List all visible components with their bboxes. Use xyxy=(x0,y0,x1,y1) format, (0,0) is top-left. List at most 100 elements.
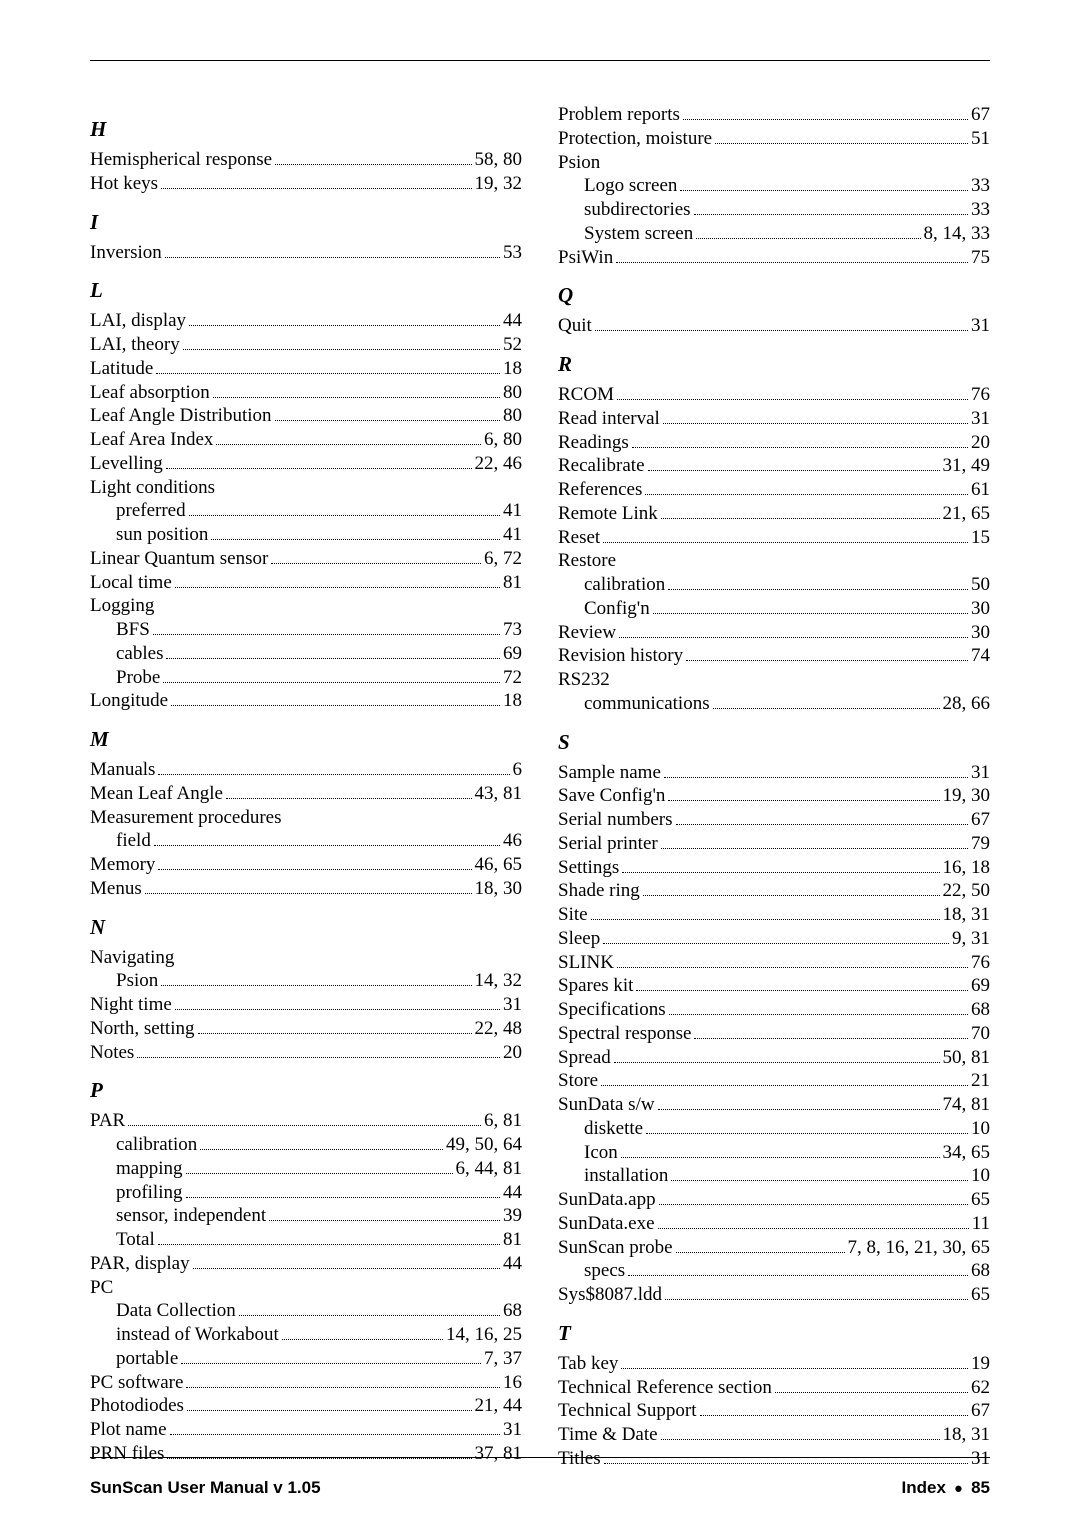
leader-dots xyxy=(663,413,968,424)
leader-dots xyxy=(694,205,968,216)
footer-right: Index • 85 xyxy=(902,1478,991,1498)
index-subentry: specs68 xyxy=(558,1259,990,1283)
leader-dots xyxy=(166,458,472,469)
leader-dots xyxy=(603,532,968,543)
leader-dots xyxy=(636,981,968,992)
index-entry: PAR6, 81 xyxy=(90,1109,522,1133)
index-entry: Spares kit69 xyxy=(558,974,990,998)
leader-dots xyxy=(161,976,471,987)
index-entry: Leaf Area Index6, 80 xyxy=(90,428,522,452)
index-entry-pages: 44 xyxy=(503,1181,522,1205)
index-section-head: N xyxy=(90,915,522,940)
index-entry-pages: 44 xyxy=(503,1252,522,1276)
index-entry-pages: 70 xyxy=(971,1022,990,1046)
rule-top xyxy=(90,60,990,61)
leader-dots xyxy=(170,1425,500,1436)
leader-dots xyxy=(614,1052,940,1063)
index-subentry: communications28, 66 xyxy=(558,692,990,716)
index-entry-pages: 20 xyxy=(503,1041,522,1065)
leader-dots xyxy=(181,1353,481,1364)
index-entry: Light conditions xyxy=(90,476,522,500)
index-entry-pages: 67 xyxy=(971,808,990,832)
leader-dots xyxy=(163,672,500,683)
leader-dots xyxy=(166,648,500,659)
index-entry-label: Tab key xyxy=(558,1352,618,1376)
index-entry-pages: 81 xyxy=(503,1228,522,1252)
index-entry-label: Protection, moisture xyxy=(558,127,712,151)
index-entry-label: Config'n xyxy=(584,597,650,621)
index-entry: SunData.app65 xyxy=(558,1188,990,1212)
leader-dots xyxy=(128,1116,481,1127)
leader-dots xyxy=(621,1147,940,1158)
index-entry: Linear Quantum sensor6, 72 xyxy=(90,547,522,571)
index-entry-pages: 11 xyxy=(972,1212,990,1236)
index-entry-pages: 19, 30 xyxy=(943,784,991,808)
index-entry-label: Probe xyxy=(116,666,160,690)
index-entry-pages: 28, 66 xyxy=(943,692,991,716)
index-subentry: profiling 44 xyxy=(90,1181,522,1205)
index-entry-pages: 30 xyxy=(971,597,990,621)
index-entry: Levelling22, 46 xyxy=(90,452,522,476)
index-entry: Spectral response70 xyxy=(558,1022,990,1046)
index-entry-label: specs xyxy=(584,1259,625,1283)
leader-dots xyxy=(676,1242,845,1253)
index-subentry: Total81 xyxy=(90,1228,522,1252)
index-entry-pages: 46 xyxy=(503,829,522,853)
index-subentry: Config'n 30 xyxy=(558,597,990,621)
index-subentry: Logo screen33 xyxy=(558,174,990,198)
index-subentry: BFS73 xyxy=(90,618,522,642)
leader-dots xyxy=(156,363,500,374)
index-subentry: preferred41 xyxy=(90,499,522,523)
index-section-head: Q xyxy=(558,283,990,308)
leader-dots xyxy=(145,883,472,894)
leader-dots xyxy=(676,815,968,826)
leader-dots xyxy=(271,553,481,564)
index-entry-pages: 31 xyxy=(503,993,522,1017)
index-entry-pages: 22, 50 xyxy=(943,879,991,903)
index-entry-label: installation xyxy=(584,1164,668,1188)
leader-dots xyxy=(645,485,968,496)
index-section-head: R xyxy=(558,352,990,377)
index-entry-label: Sample name xyxy=(558,761,661,785)
index-entry-label: Titles xyxy=(558,1447,601,1471)
index-entry: Protection, moisture51 xyxy=(558,127,990,151)
index-entry-label: profiling xyxy=(116,1181,183,1205)
index-entry-label: Serial printer xyxy=(558,832,658,856)
index-entry-pages: 10 xyxy=(971,1117,990,1141)
leader-dots xyxy=(211,530,500,541)
index-subentry: portable7, 37 xyxy=(90,1347,522,1371)
index-entry: Photodiodes21, 44 xyxy=(90,1394,522,1418)
index-entry: Menus18, 30 xyxy=(90,877,522,901)
index-entry: Specifications68 xyxy=(558,998,990,1022)
index-entry-pages: 69 xyxy=(503,642,522,666)
leader-dots xyxy=(665,1290,968,1301)
index-entry-label: Recalibrate xyxy=(558,454,645,478)
leader-dots xyxy=(683,110,968,121)
index-entry-label: sensor, independent xyxy=(116,1204,266,1228)
index-entry-pages: 76 xyxy=(971,951,990,975)
index-entry: Psion xyxy=(558,151,990,175)
index-entry-label: Longitude xyxy=(90,689,168,713)
index-subentry: installation10 xyxy=(558,1164,990,1188)
index-entry-pages: 75 xyxy=(971,246,990,270)
leader-dots xyxy=(226,788,472,799)
leader-dots xyxy=(186,1163,453,1174)
index-entry-label: PsiWin xyxy=(558,246,613,270)
index-entry-label: Readings xyxy=(558,431,629,455)
index-entry-label: instead of Workabout xyxy=(116,1323,279,1347)
index-entry-pages: 31, 49 xyxy=(943,454,991,478)
index-entry-label: Serial numbers xyxy=(558,808,673,832)
leader-dots xyxy=(632,437,968,448)
index-entry-label: Site xyxy=(558,903,588,927)
index-entry-label: Latitude xyxy=(90,357,153,381)
index-entry-label: Time & Date xyxy=(558,1423,658,1447)
index-entry: LAI, display44 xyxy=(90,309,522,333)
index-entry-pages: 65 xyxy=(971,1188,990,1212)
leader-dots xyxy=(601,1076,968,1087)
index-entry-pages: 6, 81 xyxy=(484,1109,522,1133)
index-entry-pages: 21, 44 xyxy=(475,1394,523,1418)
index-entry-label: Mean Leaf Angle xyxy=(90,782,223,806)
index-entry-label: SunData.exe xyxy=(558,1212,655,1236)
index-entry-label: PC xyxy=(90,1276,113,1300)
leader-dots xyxy=(668,580,968,591)
